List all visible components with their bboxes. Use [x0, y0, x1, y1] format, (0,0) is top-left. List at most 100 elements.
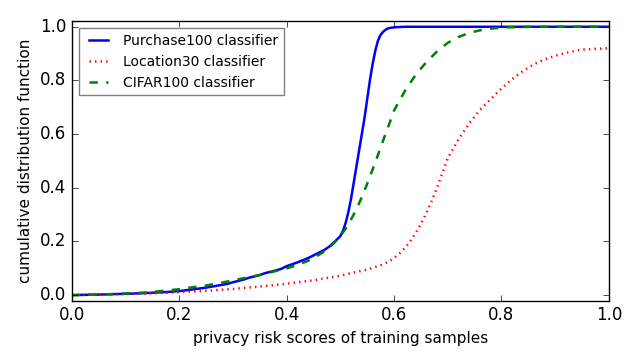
CIFAR100 classifier: [551, 25, 559, 29]
Y-axis label: cumulative distribution function: cumulative distribution function: [18, 39, 33, 283]
Location30 classifier: [530, 62, 538, 67]
CIFAR100 classifier: [374, 153, 382, 157]
CIFAR100 classifier: [337, 234, 344, 238]
CIFAR100 classifier: [433, 49, 441, 54]
CIFAR100 classifier: [530, 25, 538, 29]
Location30 classifier: [68, 293, 76, 297]
CIFAR100 classifier: [68, 293, 76, 297]
CIFAR100 classifier: [213, 281, 221, 286]
Location30 classifier: [476, 108, 484, 112]
Location30 classifier: [396, 252, 403, 256]
CIFAR100 classifier: [476, 28, 484, 32]
Location30 classifier: [519, 69, 527, 73]
Location30 classifier: [374, 264, 382, 268]
CIFAR100 classifier: [369, 167, 376, 172]
Location30 classifier: [417, 222, 425, 226]
CIFAR100 classifier: [138, 290, 145, 295]
Location30 classifier: [164, 290, 172, 295]
Location30 classifier: [401, 246, 408, 250]
Location30 classifier: [454, 137, 462, 142]
CIFAR100 classifier: [364, 182, 371, 186]
Location30 classifier: [321, 276, 328, 281]
Location30 classifier: [380, 262, 387, 266]
Location30 classifier: [229, 287, 237, 291]
CIFAR100 classifier: [605, 25, 612, 29]
Location30 classifier: [428, 199, 435, 203]
X-axis label: privacy risk scores of training samples: privacy risk scores of training samples: [193, 331, 488, 346]
CIFAR100 classifier: [95, 292, 102, 297]
Location30 classifier: [433, 186, 441, 190]
CIFAR100 classifier: [111, 292, 118, 296]
Location30 classifier: [348, 271, 355, 275]
CIFAR100 classifier: [175, 287, 183, 292]
Location30 classifier: [465, 121, 473, 126]
CIFAR100 classifier: [412, 73, 419, 77]
CIFAR100 classifier: [294, 263, 301, 267]
Purchase100 classifier: [95, 292, 102, 297]
Location30 classifier: [267, 283, 275, 288]
CIFAR100 classifier: [148, 290, 156, 294]
Location30 classifier: [541, 57, 548, 62]
Location30 classifier: [605, 46, 612, 51]
Line: Purchase100 classifier: Purchase100 classifier: [72, 27, 609, 295]
CIFAR100 classifier: [422, 60, 430, 64]
Location30 classifier: [95, 292, 102, 297]
Location30 classifier: [444, 156, 452, 161]
Purchase100 classifier: [245, 276, 253, 280]
Location30 classifier: [406, 239, 414, 244]
Line: CIFAR100 classifier: CIFAR100 classifier: [72, 27, 609, 295]
Location30 classifier: [283, 282, 291, 286]
Location30 classifier: [256, 284, 264, 289]
CIFAR100 classifier: [578, 25, 586, 29]
Location30 classifier: [385, 260, 392, 264]
CIFAR100 classifier: [348, 217, 355, 222]
CIFAR100 classifier: [342, 226, 349, 231]
CIFAR100 classifier: [401, 89, 408, 93]
Location30 classifier: [551, 54, 559, 58]
CIFAR100 classifier: [164, 288, 172, 293]
CIFAR100 classifier: [353, 207, 360, 211]
Location30 classifier: [422, 211, 430, 215]
Location30 classifier: [497, 86, 505, 91]
Purchase100 classifier: [337, 234, 344, 238]
Location30 classifier: [111, 292, 118, 297]
Location30 classifier: [337, 274, 344, 278]
Location30 classifier: [310, 278, 317, 282]
CIFAR100 classifier: [454, 35, 462, 39]
CIFAR100 classifier: [444, 41, 452, 45]
Purchase100 classifier: [68, 293, 76, 297]
Location30 classifier: [412, 231, 419, 236]
CIFAR100 classifier: [79, 293, 86, 297]
Location30 classifier: [148, 291, 156, 296]
Location30 classifier: [487, 97, 495, 102]
Purchase100 classifier: [401, 25, 408, 29]
CIFAR100 classifier: [229, 278, 237, 282]
CIFAR100 classifier: [283, 266, 291, 270]
Location30 classifier: [364, 268, 371, 272]
Location30 classifier: [122, 292, 129, 296]
Location30 classifier: [562, 51, 570, 55]
Location30 classifier: [202, 289, 210, 293]
Location30 classifier: [578, 47, 586, 52]
Legend: Purchase100 classifier, Location30 classifier, CIFAR100 classifier: Purchase100 classifier, Location30 class…: [79, 28, 284, 95]
CIFAR100 classifier: [186, 285, 194, 290]
Location30 classifier: [175, 290, 183, 294]
Location30 classifier: [138, 291, 145, 296]
CIFAR100 classifier: [321, 249, 328, 254]
Location30 classifier: [186, 289, 194, 294]
CIFAR100 classifier: [202, 283, 210, 288]
CIFAR100 classifier: [497, 25, 505, 30]
Location30 classifier: [508, 77, 516, 81]
CIFAR100 classifier: [122, 291, 129, 296]
Location30 classifier: [213, 288, 221, 292]
CIFAR100 classifier: [256, 273, 264, 277]
CIFAR100 classifier: [380, 138, 387, 142]
CIFAR100 classifier: [326, 245, 333, 250]
CIFAR100 classifier: [267, 270, 275, 274]
Location30 classifier: [438, 171, 446, 175]
CIFAR100 classifier: [465, 31, 473, 35]
Purchase100 classifier: [186, 288, 194, 292]
CIFAR100 classifier: [304, 258, 312, 263]
CIFAR100 classifier: [358, 195, 365, 199]
CIFAR100 classifier: [331, 240, 339, 244]
